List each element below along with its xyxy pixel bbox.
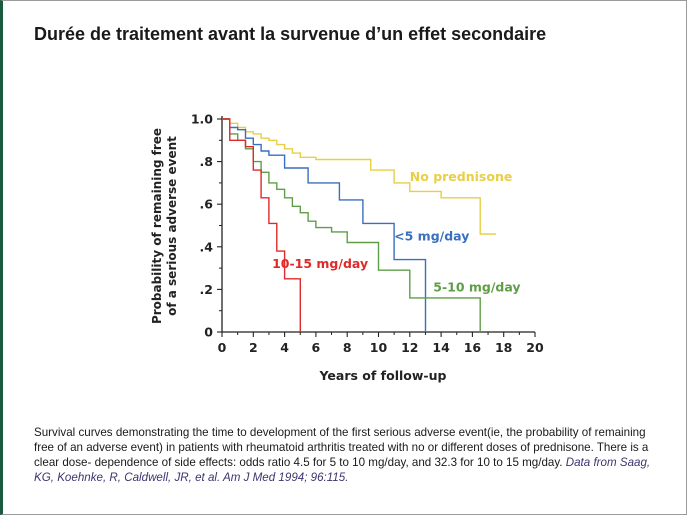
y-tick-label: 0 <box>204 325 213 340</box>
series-label-3: 10-15 mg/day <box>272 256 368 271</box>
chart-annotations: No prednisone <5 mg/day 5-10 mg/day 10-15 m… <box>272 169 521 295</box>
figure-caption: Survival curves demonstrating the time t… <box>34 425 664 485</box>
x-tick-label: 18 <box>495 340 512 355</box>
chart-axes: 0 2 4 6 8 10 12 14 16 18 20 0 .2 .4 .6 .8 1.0 <box>191 112 544 356</box>
x-tick-label: 0 <box>218 340 227 355</box>
caption-source: Data from Saag, KG, Koehnke, R, Caldwell… <box>34 456 651 484</box>
x-tick-label: 14 <box>432 340 450 355</box>
x-tick-label: 12 <box>401 340 418 355</box>
x-tick-label: 4 <box>280 340 289 355</box>
series-label-0: No prednisone <box>410 169 513 184</box>
series-label-1: <5 mg/day <box>394 228 469 243</box>
x-axis-label: Years of follow-up <box>319 368 447 383</box>
y-tick-label: 1.0 <box>191 112 213 127</box>
x-tick-label: 16 <box>464 340 482 355</box>
y-tick-label: .2 <box>200 282 213 297</box>
series-line-3 <box>222 118 301 332</box>
x-tick-label: 6 <box>312 340 321 355</box>
series-line-1 <box>222 118 427 332</box>
slide-title: Durée de traitement avant la survenue d’… <box>34 24 547 44</box>
x-tick-label: 20 <box>526 340 544 355</box>
x-tick-label: 2 <box>249 340 258 355</box>
y-tick-label: .6 <box>200 197 214 212</box>
y-tick-label: .4 <box>200 239 214 254</box>
y-axis-label-line1: Probability of remaining free <box>150 128 164 324</box>
chart-series <box>222 118 496 332</box>
x-tick-label: 8 <box>343 340 352 355</box>
series-label-2: 5-10 mg/day <box>433 280 520 295</box>
y-axis-label-line2: of a serious adverse event <box>165 136 179 316</box>
caption-text: Survival curves demonstrating the time t… <box>34 426 649 469</box>
y-tick-label: .8 <box>200 154 213 169</box>
x-tick-label: 10 <box>370 340 388 355</box>
